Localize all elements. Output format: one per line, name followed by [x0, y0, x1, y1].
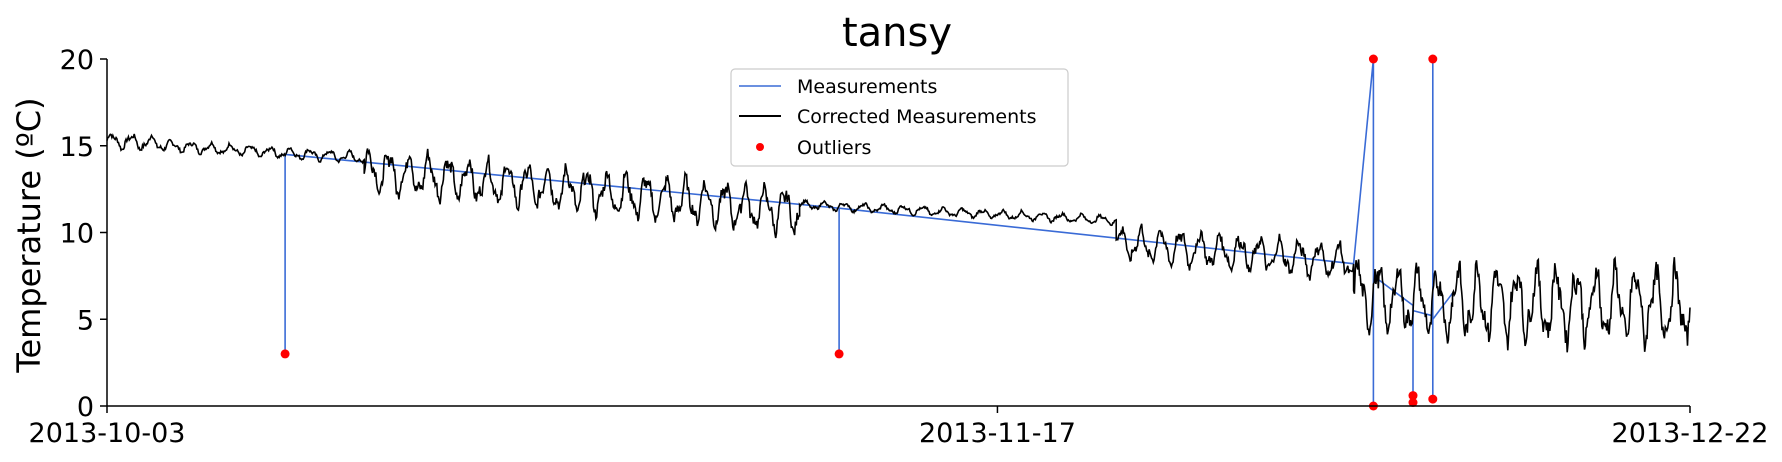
y-axis-title: Temperature (ºC) — [10, 97, 48, 373]
legend-label-corrected: Corrected Measurements — [797, 106, 1036, 128]
series-line-measurements — [284, 58, 1454, 406]
outlier-point — [834, 349, 844, 359]
outlier-point — [280, 349, 290, 359]
y-tick-label: 15 — [60, 132, 94, 163]
outlier-point — [1368, 54, 1378, 64]
legend: Measurements Corrected Measurements Outl… — [730, 68, 1069, 167]
outlier-point — [1428, 54, 1438, 64]
plot-area — [106, 54, 1691, 411]
y-ticks: 0 5 10 15 20 — [60, 45, 107, 423]
series-line-corrected — [106, 133, 1691, 353]
outlier-point — [1428, 394, 1438, 404]
y-tick-label: 5 — [77, 305, 94, 336]
legend-label-outliers: Outliers — [797, 137, 871, 159]
y-tick-label: 20 — [60, 45, 94, 76]
chart-title: tansy — [842, 10, 952, 56]
y-tick-label: 0 — [77, 392, 94, 423]
x-tick-label: 2013-11-17 — [919, 418, 1076, 449]
y-tick-label: 10 — [60, 219, 94, 250]
legend-label-measurements: Measurements — [797, 76, 937, 98]
outlier-point — [1408, 391, 1418, 401]
legend-frame — [730, 68, 1069, 167]
x-tick-label: 2013-10-03 — [29, 418, 186, 449]
legend-swatch-outliers — [756, 143, 764, 151]
x-ticks: 2013-10-03 2013-11-17 2013-12-22 — [29, 406, 1769, 449]
outlier-point — [1408, 398, 1418, 407]
x-tick-label: 2013-12-22 — [1612, 418, 1769, 449]
